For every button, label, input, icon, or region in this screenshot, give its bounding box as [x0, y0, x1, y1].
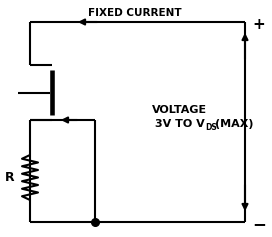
Text: R: R [5, 171, 15, 184]
Text: FIXED CURRENT: FIXED CURRENT [88, 8, 182, 18]
Text: −: − [252, 215, 266, 233]
Text: 3V TO V: 3V TO V [155, 119, 205, 129]
Text: (MAX): (MAX) [215, 119, 254, 129]
Text: DS: DS [205, 123, 217, 132]
Text: VOLTAGE: VOLTAGE [152, 105, 208, 115]
Text: +: + [253, 17, 265, 32]
